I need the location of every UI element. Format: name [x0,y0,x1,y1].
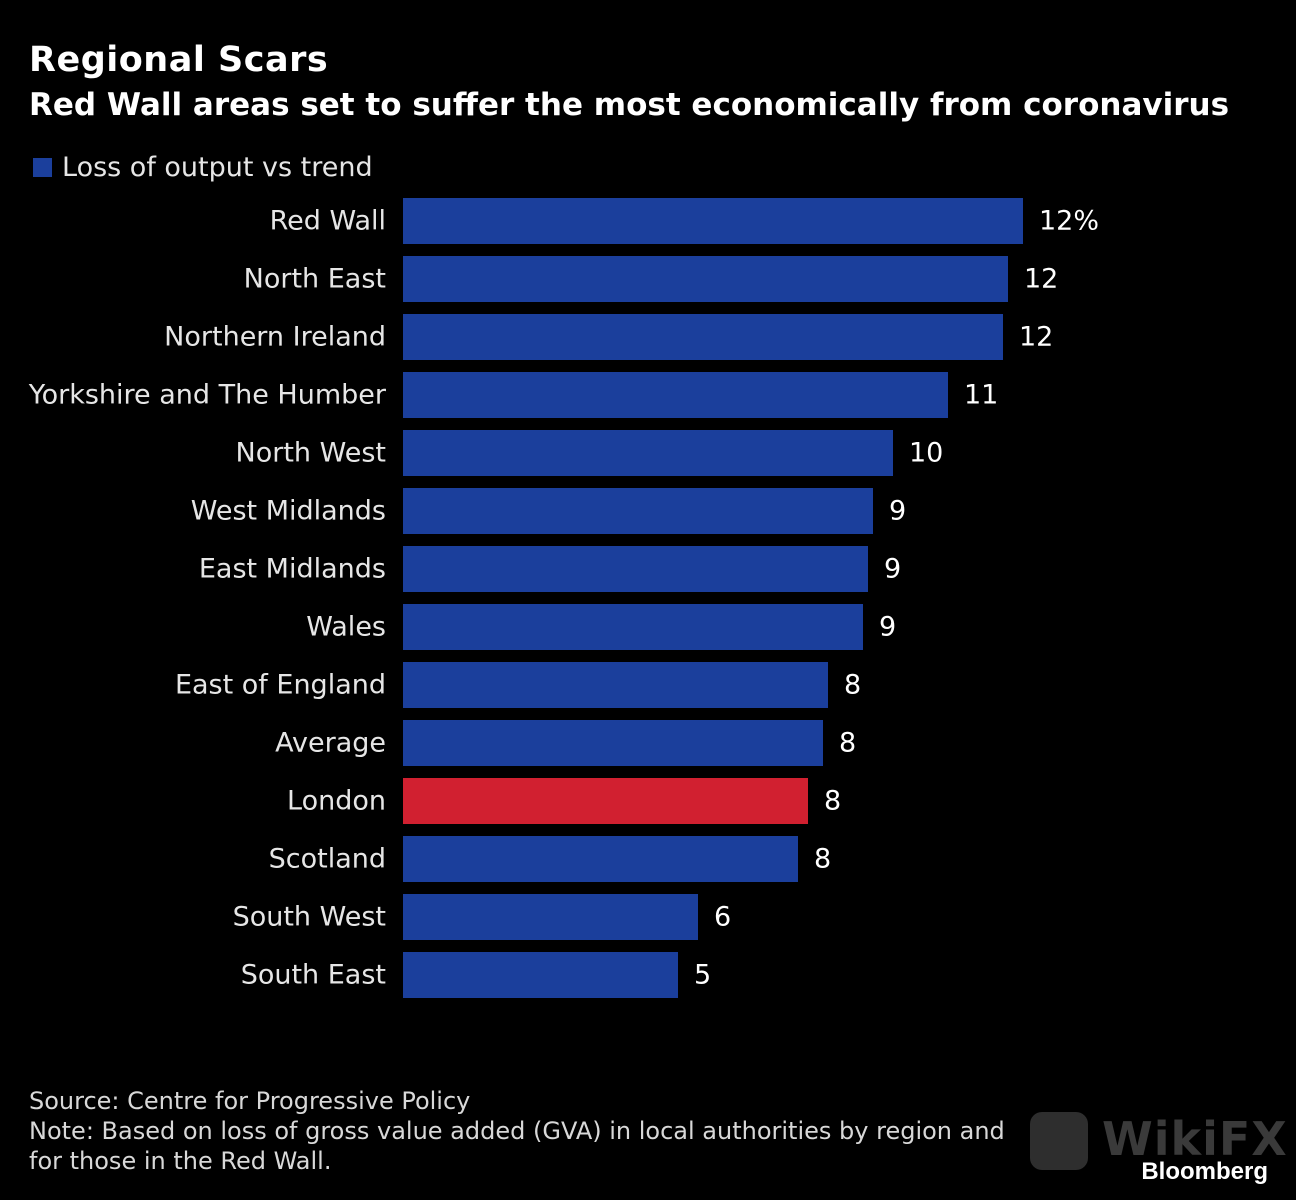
legend: Loss of output vs trend [33,152,373,183]
chart-title: Regional Scars [29,40,329,80]
category-label: North East [244,264,386,295]
legend-swatch [33,158,52,177]
bar [403,894,698,940]
category-label: Yorkshire and The Humber [28,380,387,411]
watermark-logo-icon [1030,1112,1088,1170]
note-line-2: for those in the Red Wall. [29,1147,332,1175]
category-label: Scotland [269,844,386,875]
note-line-1: Note: Based on loss of gross value added… [29,1117,1005,1145]
bar [403,720,823,766]
category-label: South East [241,960,386,991]
value-label: 8 [839,728,856,759]
category-label: Red Wall [270,206,386,237]
bar [403,662,828,708]
bar [403,256,1008,302]
category-label: London [287,786,386,817]
bar-chart: Red Wall 12% North East 12 Northern Ireland 1… [28,198,1099,998]
category-label: East of England [175,670,386,701]
chart-subtitle: Red Wall areas set to suffer the most ec… [29,87,1230,123]
watermark-text: WikiFX [1102,1112,1288,1166]
value-label: 12 [1019,322,1053,353]
category-label: North West [236,438,386,469]
bar [403,488,873,534]
category-label: Wales [306,612,386,643]
bar [403,430,893,476]
bar [403,952,678,998]
value-label: 10 [909,438,943,469]
category-label: South West [233,902,386,933]
value-label: 8 [844,670,861,701]
value-label: 9 [879,612,896,643]
category-label: West Midlands [191,496,386,527]
value-label: 8 [824,786,841,817]
legend-label: Loss of output vs trend [62,152,373,183]
value-label: 12% [1039,206,1099,237]
category-label: East Midlands [199,554,386,585]
category-label: Average [275,728,386,759]
bar [403,604,863,650]
value-label: 12 [1024,264,1058,295]
bar [403,778,808,824]
brand-logo: Bloomberg [1141,1158,1268,1185]
source-note: Source: Centre for Progressive Policy [29,1087,471,1115]
chart-footer: Source: Centre for Progressive Policy No… [29,1086,1049,1176]
value-label: 9 [884,554,901,585]
bar [403,836,798,882]
bar [403,314,1003,360]
value-label: 5 [694,960,711,991]
value-label: 11 [964,380,998,411]
value-label: 9 [889,496,906,527]
bar [403,546,868,592]
value-label: 6 [714,902,731,933]
category-label: Northern Ireland [164,322,386,353]
bar [403,372,948,418]
bar [403,198,1023,244]
value-label: 8 [814,844,831,875]
